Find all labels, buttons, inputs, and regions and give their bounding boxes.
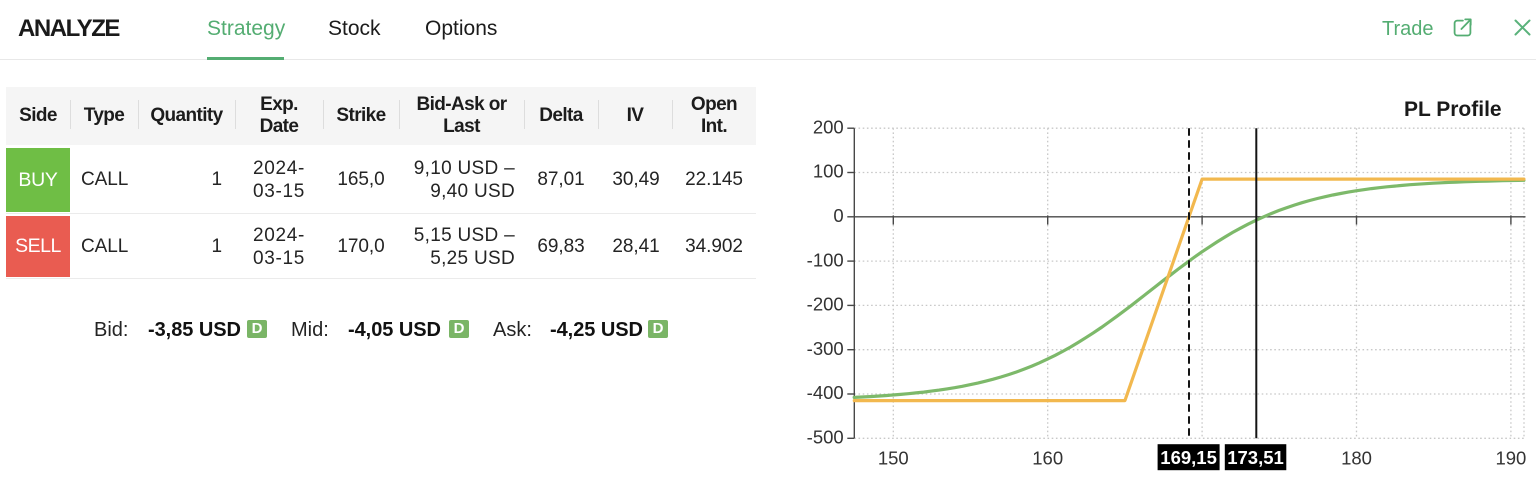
svg-text:-500: -500 <box>807 427 844 448</box>
svg-text:173,51: 173,51 <box>1227 447 1284 468</box>
svg-text:-300: -300 <box>807 338 844 359</box>
svg-text:100: 100 <box>813 161 844 182</box>
svg-text:-400: -400 <box>807 382 844 403</box>
svg-text:0: 0 <box>833 205 843 226</box>
svg-text:169,15: 169,15 <box>1160 447 1217 468</box>
svg-text:200: 200 <box>813 116 844 137</box>
svg-text:-100: -100 <box>807 249 844 270</box>
svg-text:180: 180 <box>1341 448 1372 469</box>
svg-text:PL Profile: PL Profile <box>1404 98 1502 121</box>
svg-text:-200: -200 <box>807 294 844 315</box>
svg-text:160: 160 <box>1032 448 1063 469</box>
svg-text:190: 190 <box>1495 448 1526 469</box>
svg-text:150: 150 <box>878 448 909 469</box>
